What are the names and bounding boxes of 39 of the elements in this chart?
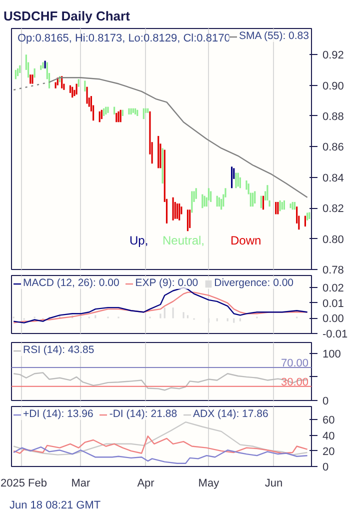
x-tick-label: Apr [137, 478, 155, 490]
chart-title: USDCHF Daily Chart [4, 8, 131, 24]
x-tick-label: Mar [71, 478, 91, 490]
legend-label: MACD (12, 26): 0.00 [23, 277, 120, 289]
y-tick-label: 20 [322, 446, 335, 458]
y-tick-label: 0.86 [322, 142, 344, 154]
legend-label: -DI (14): 21.88 [109, 408, 178, 420]
text: Jun 18 08:21 GMT [10, 500, 101, 512]
series-label: Neutral, [162, 234, 205, 248]
y-tick-label: 100 [322, 348, 341, 360]
legend-label: Divergence: 0.00 [214, 277, 294, 289]
legend-label: +DI (14): 13.96 [23, 408, 94, 420]
y-tick-label: 0.84 [322, 172, 344, 184]
y-tick-label: 0.00 [322, 313, 344, 326]
y-tick-label: 60 [322, 414, 335, 427]
legend-label: RSI (14): 43.85 [23, 344, 94, 356]
y-tick-label: -0.01 [322, 328, 348, 340]
y-tick-label: 0.82 [322, 203, 344, 216]
x-tick-label: 2025 Feb [0, 478, 47, 490]
y-tick-label: 0.02 [322, 282, 344, 295]
ref-line-label: 30.00 [280, 376, 309, 388]
y-tick-label: 0 [322, 462, 329, 474]
ref-line-label: 70.00 [280, 357, 309, 370]
legend-label: SMA (55): 0.83 [238, 30, 309, 42]
y-tick-label: 0.92 [322, 50, 344, 62]
legend-label: ADX (14): 17.86 [193, 408, 268, 420]
y-tick-label: 0.90 [322, 80, 344, 92]
y-tick-label: 40 [322, 430, 335, 442]
y-tick-label: 0.78 [322, 264, 344, 276]
y-tick-label: 0.80 [322, 234, 344, 246]
annotation: Op:0.8165, Hi:0.8173, Lo:0.8129, Cl:0.8170 [18, 32, 230, 44]
text: Up, [130, 234, 148, 248]
series-label: Down [230, 234, 262, 248]
x-tick-label: Jun [264, 478, 283, 490]
y-tick-label: 0.88 [322, 110, 344, 123]
y-tick-label: 0 [322, 396, 329, 408]
y-tick-label: 0.01 [322, 298, 344, 310]
x-tick-label: May [198, 478, 220, 490]
legend-label: EXP (9): 0.00 [135, 277, 198, 289]
